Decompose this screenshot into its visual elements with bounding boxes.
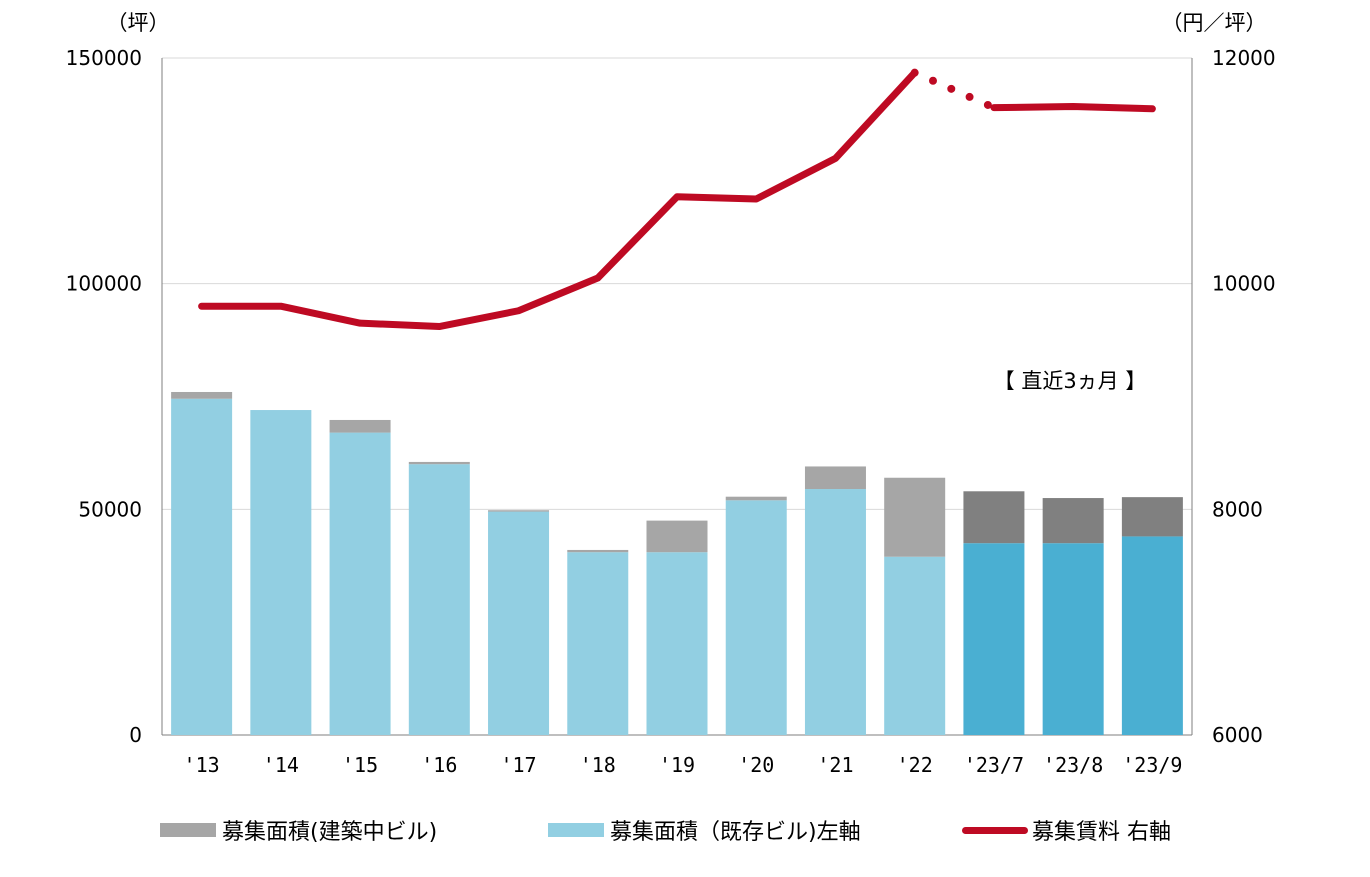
bar-construction [646,520,708,553]
right-tick-label: 12000 [1212,46,1276,70]
legend-label-rent: 募集賃料 右軸 [1032,820,1171,845]
legend-label-existing: 募集面積（既存ビル)左軸 [610,820,861,845]
legend-swatch-rent [962,826,1028,834]
rent-line-dotted [910,68,998,112]
legend: 募集面積(建築中ビル) 募集面積（既存ビル)左軸 募集賃料 右軸 [0,814,1370,846]
bar-construction [171,391,233,399]
x-tick-label: '23/8 [1043,753,1103,777]
left-tick-label: 100000 [66,272,142,296]
bar-construction [963,491,1025,544]
legend-item-construction: 募集面積(建築中ビル) [160,814,437,846]
bar-existing [804,489,866,735]
bar-construction [725,496,787,501]
x-tick-label: '23/7 [964,753,1024,777]
x-tick-label: '16 [421,753,457,777]
legend-label-construction: 募集面積(建築中ビル) [222,820,438,845]
legend-swatch-existing [548,823,604,837]
bar-construction [567,549,629,553]
x-tick-label: '23/9 [1122,753,1182,777]
bar-existing [171,398,233,735]
recent-months-annotation: 【 直近3ヵ月 】 [994,369,1147,393]
bar-construction [408,461,470,465]
left-tick-label: 0 [129,723,142,747]
x-tick-label: '18 [580,753,616,777]
x-tick-label: '21 [817,753,853,777]
left-axis-unit: （坪） [107,11,170,35]
right-tick-label: 10000 [1212,272,1276,296]
x-tick-label: '13 [184,753,220,777]
bar-construction [1042,498,1104,544]
legend-item-rent: 募集賃料 右軸 [962,814,1171,846]
bar-construction [1121,497,1183,537]
bar-existing [567,552,629,735]
bar-existing [963,543,1025,735]
x-tick-label: '14 [263,753,299,777]
bar-construction [329,419,391,433]
bar-existing [1121,536,1183,735]
left-tick-label: 50000 [78,497,142,521]
legend-item-existing: 募集面積（既存ビル)左軸 [548,814,861,846]
left-tick-label: 150000 [66,46,142,70]
bar-existing [250,410,312,735]
bar-construction [884,477,946,557]
x-tick-label: '19 [659,753,695,777]
rent-line-recent [990,103,1156,113]
bar-existing [646,552,708,735]
bar-existing [884,556,946,735]
x-tick-label: '17 [500,753,536,777]
bar-existing [488,511,550,735]
right-tick-label: 8000 [1212,497,1263,521]
x-tick-label: '20 [738,753,774,777]
bar-construction [804,466,866,490]
bar-construction [488,510,550,512]
x-tick-label: '15 [342,753,378,777]
bar-existing [725,500,787,735]
bar-existing [329,432,391,735]
bar-existing [1042,543,1104,735]
x-tick-label: '22 [897,753,933,777]
legend-swatch-construction [160,823,216,837]
right-tick-label: 6000 [1212,723,1263,747]
right-axis-unit: （円／坪） [1162,11,1267,35]
bar-existing [408,464,470,735]
rent-line [198,69,919,331]
